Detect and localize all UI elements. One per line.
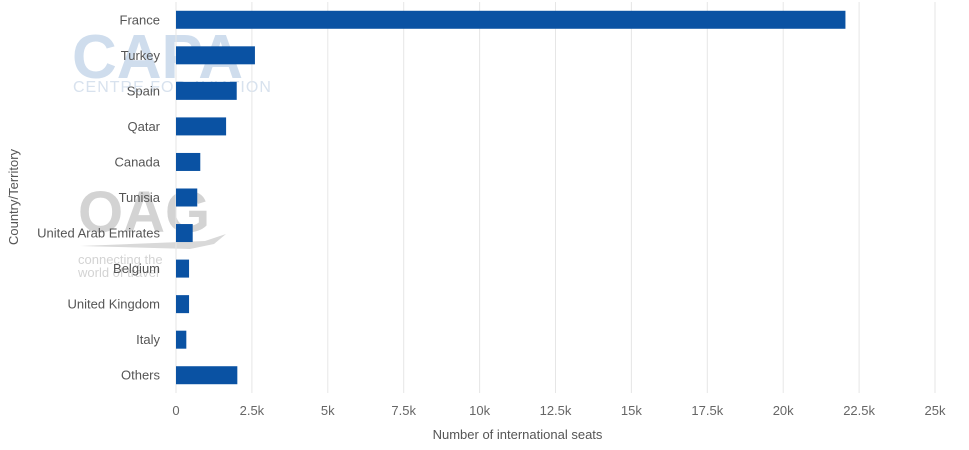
x-axis-title: Number of international seats [433,427,603,442]
x-tick-label: 7.5k [391,403,416,418]
bar [176,224,193,243]
category-label: Qatar [127,119,160,134]
category-label: Turkey [121,48,161,63]
x-tick-label: 5k [321,403,335,418]
bar [176,46,255,65]
category-label: France [120,12,160,27]
x-tick-label: 22.5k [843,403,875,418]
bar [176,330,187,349]
category-label: United Arab Emirates [37,226,160,241]
oag-watermark: OAG connecting the world of travel [77,180,226,280]
x-tick-label: 0 [172,403,179,418]
category-labels: France Turkey Spain Qatar Canada Tunisia Unite… [37,12,161,382]
category-label: Spain [127,83,160,98]
bar [176,10,846,29]
x-axis-tick-labels: 0 2.5k 5k 7.5k 10k 12.5k 15k 17.5k 20k 22.5k 25k [172,403,946,418]
bar [176,117,227,136]
x-tick-label: 20k [773,403,794,418]
bar [176,81,237,100]
x-tick-label: 10k [469,403,490,418]
bar [176,188,198,207]
category-label: Others [121,368,161,383]
bar [176,259,190,278]
category-label: Canada [114,154,160,169]
y-axis-title: Country/Territory [6,148,21,245]
x-tick-label: 12.5k [540,403,572,418]
bar [176,152,201,171]
plane-icon [80,234,226,249]
x-tick-label: 17.5k [691,403,723,418]
category-label: United Kingdom [68,297,161,312]
x-tick-label: 15k [621,403,642,418]
x-tick-label: 2.5k [240,403,265,418]
category-label: Belgium [113,261,160,276]
category-label: Italy [136,332,160,347]
oag-watermark-tagline-2: world of travel [77,265,159,280]
bars [176,10,846,385]
category-label: Tunisia [119,190,161,205]
x-tick-label: 25k [925,403,946,418]
capa-watermark-tagline: CENTRE FOR AVIATION [73,79,272,96]
bar [176,295,190,314]
oag-watermark-tagline-1: connecting the [78,252,163,267]
bar [176,366,238,385]
gridlines [175,2,936,393]
